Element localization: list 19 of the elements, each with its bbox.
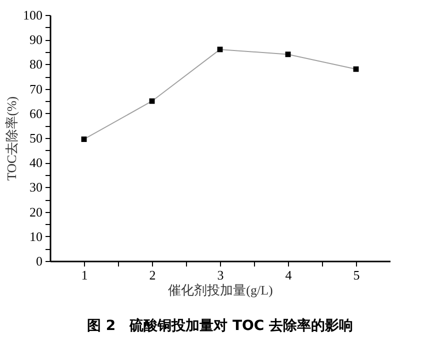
- x-tick-label: 4: [285, 268, 292, 282]
- x-tick-label: 5: [353, 268, 360, 282]
- x-tick-label: 3: [217, 268, 224, 282]
- y-tick-label: 0: [36, 254, 42, 268]
- y-axis-title: TOC去除率(%): [4, 96, 19, 181]
- x-tick-label: 2: [149, 268, 156, 282]
- y-tick-label: 90: [30, 32, 42, 48]
- y-tick-label: 30: [30, 180, 42, 195]
- text: 图 2 硫酸铜投加量对 TOC 去除率的影响: [86, 317, 354, 334]
- y-tick-label: 80: [30, 56, 42, 72]
- y-tick-label: 70: [30, 81, 42, 96]
- x-axis-title: 催化剂投加量(g/L): [168, 282, 273, 298]
- y-tick-label: 50: [30, 130, 42, 146]
- y-tick-label: 100: [23, 8, 42, 22]
- y-tick-label: 60: [30, 106, 42, 121]
- y-tick-label: 10: [30, 228, 42, 244]
- y-tick-label: 40: [30, 155, 42, 170]
- y-tick-label: 20: [30, 204, 42, 220]
- x-tick-label: 1: [81, 268, 88, 282]
